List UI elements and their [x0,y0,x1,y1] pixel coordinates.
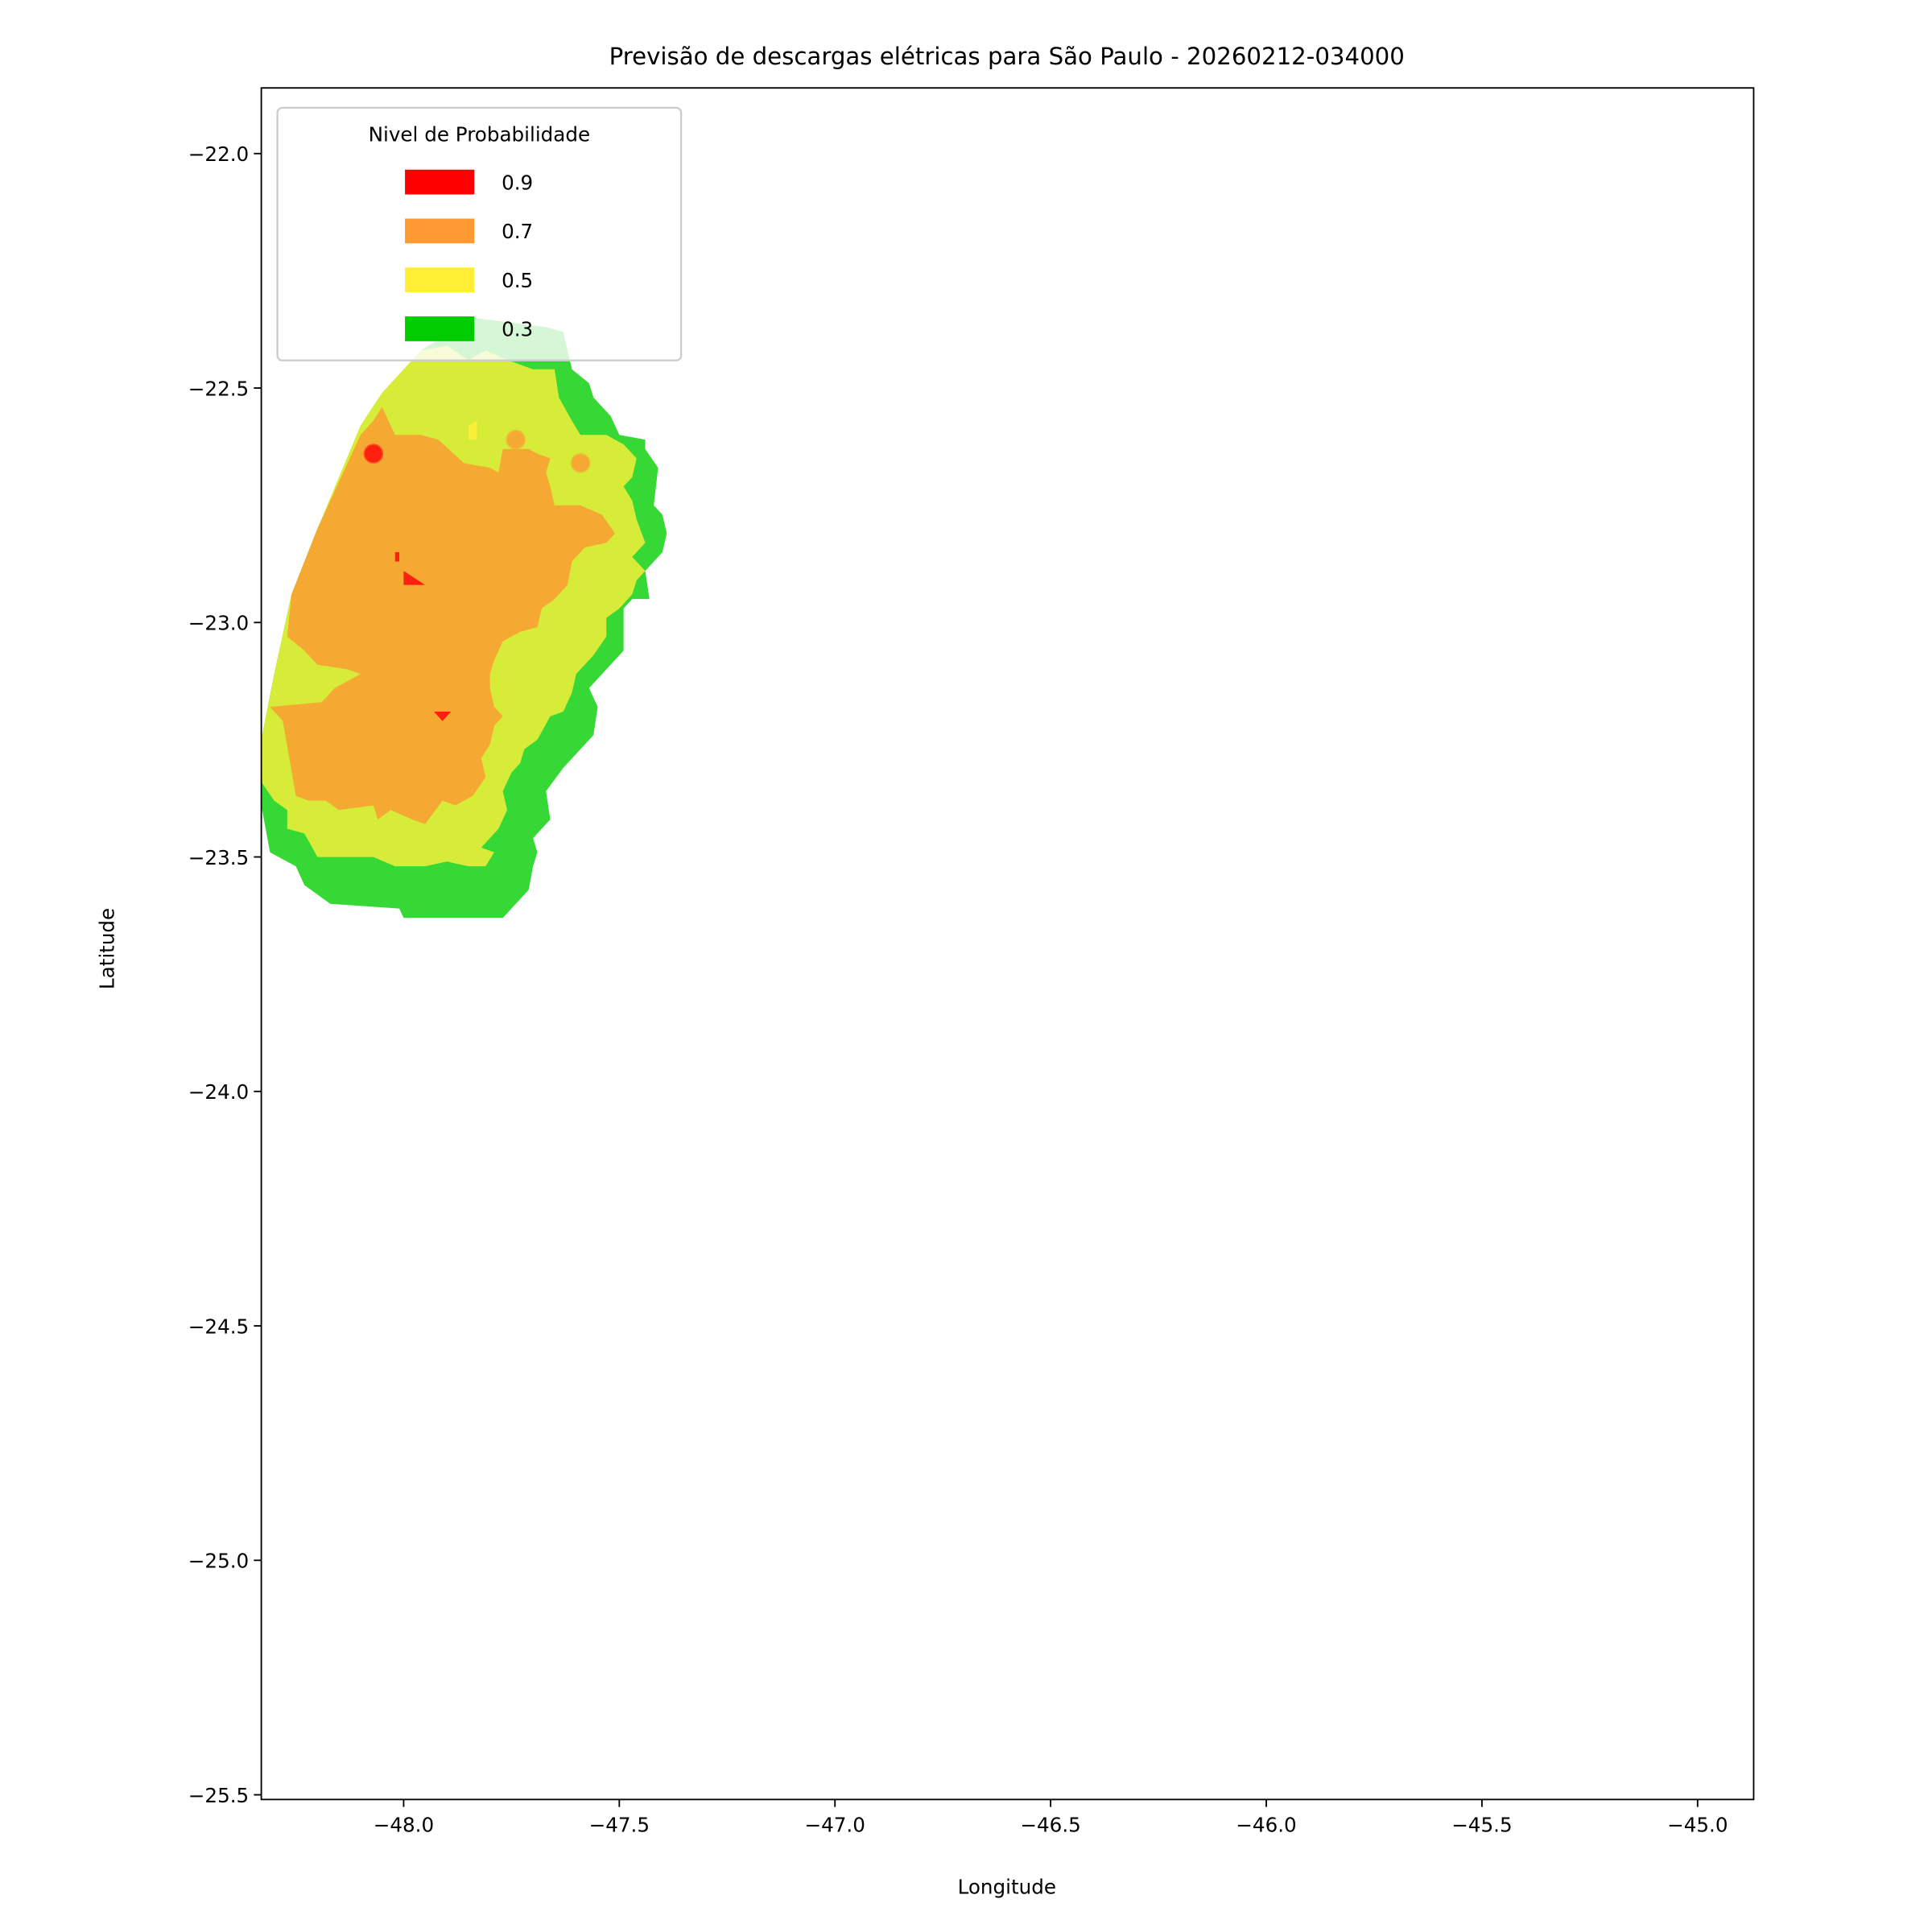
contour-region-0.7 [270,407,615,824]
legend-title: Nivel de Probabilidade [369,122,591,146]
y-tick-label: −23.0 [188,612,249,635]
x-tick-label: −47.5 [589,1813,650,1836]
probability-point-0.9 [363,444,384,464]
contour-region-0.9 [394,551,399,562]
x-tick-label: −46.5 [1020,1813,1080,1836]
legend-label: 0.7 [502,220,533,243]
axes-frame [260,87,1755,1801]
y-tick-label: −25.0 [188,1550,249,1573]
x-tick-label: −47.0 [805,1813,865,1836]
y-axis-label: Latitude [96,908,119,989]
x-tick-label: −45.0 [1667,1813,1728,1836]
y-axis: −22.0 −22.5 −23.0 −23.5 −24.0 −24.5 −25.0 −25.5 [188,142,262,1807]
legend-swatch-0.9 [405,169,475,195]
legend-box [276,106,683,361]
x-tick-label: −45.5 [1451,1813,1512,1836]
x-tick-label: −48.0 [374,1813,434,1836]
y-tick-label: −24.5 [188,1315,249,1338]
legend-swatch-0.7 [405,218,475,244]
legend-label: 0.3 [502,318,533,341]
legend-swatch-0.5 [405,267,475,293]
y-tick-label: −22.5 [188,377,249,400]
probability-point-0.7 [570,452,591,473]
y-tick-label: −24.0 [188,1080,249,1104]
contour-region-0.9 [433,711,452,721]
x-axis: −48.0 −47.5 −47.0 −46.5 −46.0 −45.5 −45.0 [374,1799,1728,1836]
legend-label: 0.9 [502,171,533,194]
contour-region-0.5 [468,420,477,440]
y-tick-label: −22.0 [188,142,249,166]
x-tick-label: −46.0 [1236,1813,1296,1836]
x-axis-label: Longitude [958,1875,1056,1898]
chart-title: Previsão de descargas elétricas para São… [609,43,1405,70]
y-tick-label: −25.5 [188,1784,249,1807]
legend-swatch-0.3 [405,316,475,341]
y-tick-label: −23.5 [188,846,249,869]
probability-point-0.7 [506,429,526,450]
plot-area [261,317,667,919]
legend: Nivel de Probabilidade 0.9 0.7 0.5 0.3 [276,106,683,361]
legend-label: 0.5 [502,269,533,292]
